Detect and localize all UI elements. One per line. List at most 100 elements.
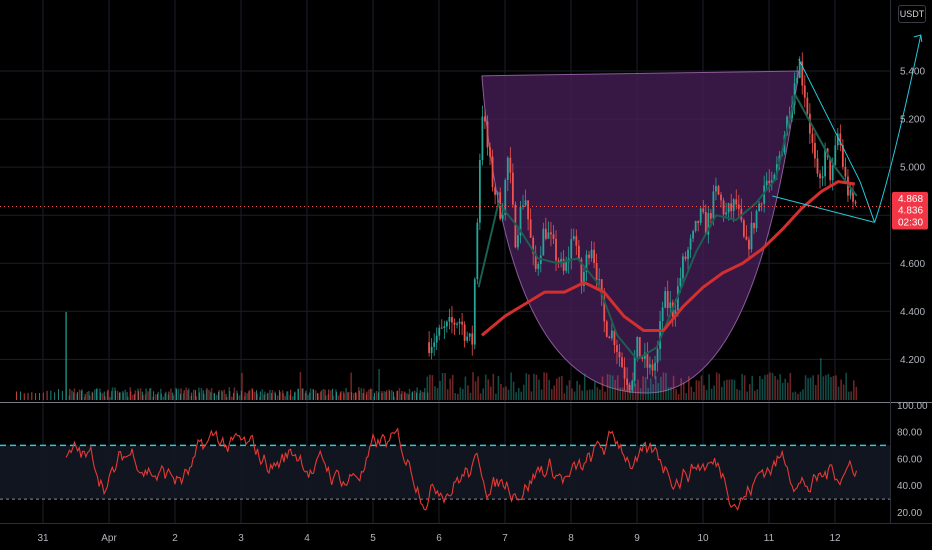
candle[interactable] [806, 92, 809, 118]
candle[interactable] [473, 277, 476, 350]
candle[interactable] [687, 246, 689, 270]
candle[interactable] [682, 253, 684, 287]
candle[interactable] [702, 200, 705, 215]
candle[interactable] [519, 201, 522, 244]
candle[interactable] [552, 225, 555, 244]
candle[interactable] [517, 227, 519, 251]
projection-arrow-line[interactable] [874, 34, 922, 223]
candle[interactable] [537, 261, 540, 276]
cup-fill[interactable] [481, 70, 800, 394]
candle[interactable] [496, 190, 499, 205]
candle[interactable] [704, 204, 707, 235]
candle[interactable] [588, 251, 590, 265]
candle[interactable] [440, 319, 443, 329]
candle[interactable] [725, 202, 727, 218]
candle[interactable] [760, 202, 763, 212]
candle[interactable] [803, 75, 806, 108]
candle[interactable] [636, 336, 639, 362]
candle[interactable] [443, 320, 446, 340]
candle[interactable] [755, 209, 758, 233]
candle[interactable] [524, 189, 527, 207]
candle[interactable] [491, 149, 494, 192]
candle[interactable] [796, 65, 799, 86]
candle[interactable] [468, 332, 471, 342]
candle[interactable] [608, 335, 611, 339]
candle[interactable] [821, 166, 824, 187]
candle[interactable] [814, 133, 816, 168]
candle[interactable] [753, 222, 755, 234]
candle[interactable] [737, 194, 740, 218]
candle[interactable] [529, 208, 532, 239]
candle[interactable] [583, 265, 585, 293]
candle[interactable] [664, 286, 667, 309]
candle[interactable] [808, 103, 811, 145]
candle[interactable] [829, 156, 832, 188]
candle[interactable] [801, 52, 804, 95]
wedge-pattern-drawing[interactable] [0, 34, 923, 223]
candle[interactable] [732, 198, 735, 223]
candle[interactable] [603, 288, 606, 333]
candle[interactable] [745, 225, 748, 241]
candle[interactable] [534, 245, 537, 273]
candle[interactable] [628, 382, 631, 393]
candle[interactable] [435, 327, 438, 351]
candle[interactable] [433, 333, 436, 356]
candle[interactable] [575, 229, 578, 256]
candle[interactable] [461, 312, 463, 336]
candle[interactable] [613, 328, 616, 354]
currency-label[interactable]: USDT [898, 5, 926, 23]
candle[interactable] [428, 331, 430, 357]
candle[interactable] [646, 342, 649, 380]
candle[interactable] [839, 124, 842, 152]
candle[interactable] [458, 318, 461, 335]
candle[interactable] [697, 220, 700, 232]
candle[interactable] [750, 211, 753, 253]
candle[interactable] [504, 178, 507, 221]
candle[interactable] [486, 115, 489, 156]
candle[interactable] [768, 169, 771, 193]
candle[interactable] [438, 324, 441, 341]
candle[interactable] [844, 157, 847, 181]
candle[interactable] [466, 331, 469, 344]
candle[interactable] [638, 337, 641, 357]
candle[interactable] [471, 325, 474, 356]
candle[interactable] [819, 169, 821, 189]
candle[interactable] [707, 205, 710, 244]
candle[interactable] [489, 142, 491, 166]
cup-pattern-drawing[interactable] [481, 70, 800, 394]
candle[interactable] [463, 321, 466, 348]
candle[interactable] [481, 105, 484, 166]
candle[interactable] [623, 357, 626, 391]
candle[interactable] [593, 241, 595, 269]
candle[interactable] [793, 72, 796, 115]
wedge-upper-line[interactable] [798, 58, 861, 182]
candle[interactable] [849, 183, 852, 200]
candle[interactable] [618, 343, 621, 367]
candle[interactable] [715, 177, 717, 201]
candle[interactable] [758, 200, 760, 212]
candle[interactable] [522, 194, 524, 210]
candle[interactable] [577, 239, 580, 262]
candle[interactable] [770, 171, 773, 191]
candle[interactable] [651, 359, 654, 377]
candle[interactable] [448, 308, 451, 330]
candle[interactable] [692, 229, 694, 243]
candle[interactable] [616, 339, 618, 364]
candle[interactable] [560, 252, 562, 268]
candle[interactable] [649, 356, 651, 375]
candle[interactable] [595, 253, 598, 291]
candle[interactable] [699, 206, 702, 226]
candle[interactable] [684, 251, 687, 262]
candle[interactable] [555, 230, 557, 271]
candle[interactable] [570, 228, 573, 270]
candle[interactable] [852, 183, 854, 210]
candle[interactable] [527, 200, 529, 231]
candle[interactable] [748, 236, 750, 261]
candle[interactable] [506, 156, 509, 192]
candle[interactable] [659, 310, 661, 361]
candle[interactable] [626, 367, 628, 392]
candle[interactable] [501, 203, 504, 222]
candle[interactable] [430, 338, 433, 360]
candle[interactable] [445, 320, 448, 333]
